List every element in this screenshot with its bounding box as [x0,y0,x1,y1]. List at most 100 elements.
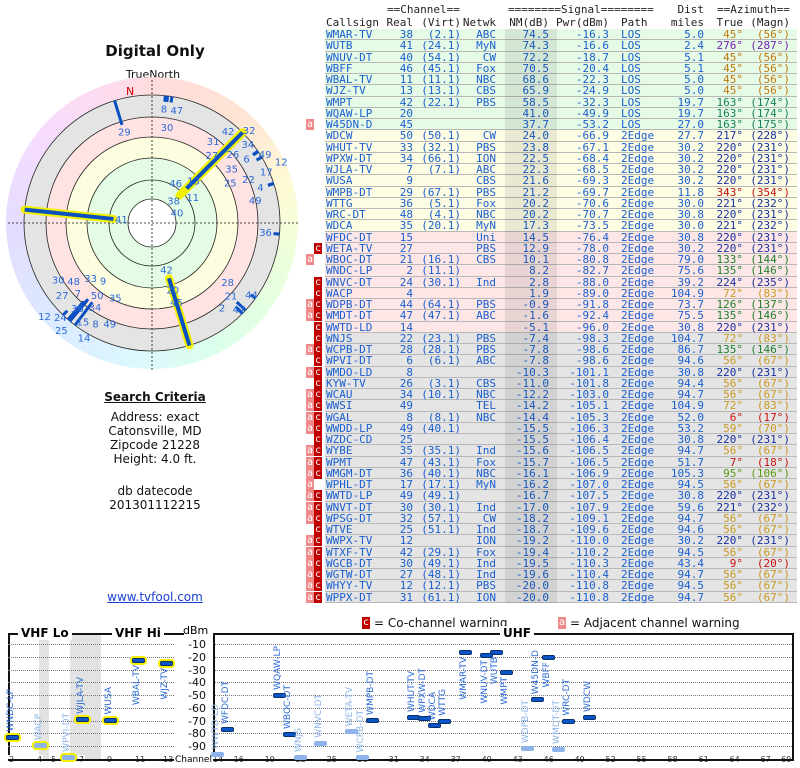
station-marker[interactable] [104,717,117,723]
station-marker[interactable] [62,754,75,760]
cell-mag: (83°) [756,399,790,413]
cell-virt: (28.1) [421,343,461,356]
station-row[interactable]: WETA-TV 27 PBS 12.9 -78.0 2Edge 30.2 220° (231°) [325,242,797,254]
station-row[interactable]: WBAL-TV 11 (11.1) NBC 68.6 -22.3 LOS 5.0 45° (56°… [325,74,797,86]
station-marker[interactable] [221,726,235,732]
station-row[interactable]: WJLA-TV 7 (7.1) ABC 22.3 -68.5 2Edge 30.2 220° (2… [325,164,797,176]
station-marker[interactable] [417,716,431,722]
station-row[interactable]: WWTD-LD 14 -5.1 -96.0 2Edge 30.8 220° (231°) [325,321,797,333]
station-marker[interactable] [283,732,297,738]
station-marker[interactable] [551,747,565,753]
station-marker[interactable] [6,734,19,740]
station-row[interactable]: WNDC-LP 2 (11.1) 8.2 -82.7 2Edge 75.6 135° (146°… [325,265,797,277]
station-row[interactable]: WGTW-DT 27 (48.1) Ind -19.6 -110.4 2Edge 94.7 56… [325,569,797,581]
station-marker[interactable] [582,714,596,720]
station-row[interactable]: WUTB 41 (24.1) MyN 74.3 -16.6 LOS 2.4 276° (287°) [325,40,797,52]
cell-dist: 39.2 [677,275,705,289]
station-row[interactable]: WNJS 22 (23.1) PBS -7.4 -98.3 2Edge 104.7 72° (83… [325,332,797,344]
cell-az: 72° [723,286,743,300]
station-marker[interactable] [479,653,493,659]
station-row[interactable]: W45DN-D 45 37.7 -53.2 LOS 27.0 163° (175°) [325,119,797,131]
station-marker[interactable] [489,650,503,656]
station-marker[interactable] [427,722,441,728]
station-row[interactable]: WPXW-DT 34 (66.1) ION 22.5 -68.4 2Edge 30.2 220°… [325,151,797,165]
station-row[interactable]: WPHL-DT 17 (17.1) MyN -16.2 -107.0 2Edge 94.5 56… [325,479,797,491]
station-row[interactable]: KYW-TV 26 (3.1) CBS -11.0 -101.8 2Edge 94.4 56° (… [325,376,797,390]
station-marker[interactable] [272,692,286,698]
station-row[interactable]: WNUV-DT 40 (54.1) CW 72.2 -18.7 LOS 5.1 45° (56°) [325,51,797,63]
station-row[interactable]: WWTD-LP 49 (49.1) -16.7 -107.5 2Edge 30.8 220° (… [325,490,797,502]
station-row[interactable]: WACP 4 1.9 -89.0 2Edge 104.9 72° (83°) [325,286,797,300]
station-row[interactable]: WDCW 50 (50.1) CW 24.0 -66.9 2Edge 27.7 217° (228… [325,130,797,142]
station-marker[interactable] [293,754,307,760]
station-marker[interactable] [531,697,545,703]
station-marker[interactable] [314,741,328,747]
cell-path: 2Edge [621,534,655,548]
station-row[interactable]: WPSG-DT 32 (57.1) CW -18.2 -109.1 2Edge 94.7 56°… [325,512,797,524]
station-row[interactable]: WMDT-DT 47 (47.1) ABC -1.6 -92.4 2Edge 75.5 135°… [325,310,797,322]
station-row[interactable]: WMGM-DT 36 (40.1) NBC -16.1 -106.9 2Edge 105.3 9… [325,467,797,479]
station-row[interactable]: WUSA 9 CBS 21.6 -69.3 2Edge 30.2 220° (231°) [325,175,797,187]
station-marker[interactable] [76,716,89,722]
station-marker[interactable] [365,718,379,724]
station-row[interactable]: WDPB-DT 44 (64.1) PBS -0.9 -91.8 2Edge 73.7 126°… [325,299,797,311]
station-marker[interactable] [520,746,534,752]
station-row[interactable]: WMPB-DT 29 (67.1) PBS 21.2 -69.7 2Edge 11.8 343°… [325,186,797,198]
station-row[interactable]: WCPB-DT 28 (28.1) PBS -7.8 -98.6 2Edge 86.7 135°… [325,343,797,356]
station-marker[interactable] [211,751,224,757]
station-row[interactable]: WNVT-DT 30 (30.1) Ind -17.0 -107.9 2Edge 59.6 22… [325,501,797,513]
station-row[interactable]: WMDO-LD 8 -10.3 -101.1 2Edge 30.8 220° (231°) [325,366,797,378]
station-row[interactable]: WHUT-TV 33 (32.1) PBS 23.8 -67.1 2Edge 30.2 220°… [325,141,797,153]
ray-channel-label: 11 [186,193,199,204]
station-row[interactable]: WWSI 49 TEL -14.2 -105.1 2Edge 104.9 72° (83°) [325,399,797,413]
column-header-net: Netwk [462,16,496,29]
station-marker[interactable] [458,650,472,656]
ray-channel-label: 35 [225,164,238,175]
station-row[interactable]: WMPT 42 (22.1) PBS 58.5 -32.3 LOS 19.7 163° (174°… [325,96,797,108]
station-row[interactable]: WHYY-TV 12 (12.1) PBS -20.0 -110.8 2Edge 94.5 56… [325,580,797,592]
station-row[interactable]: WWDD-LP 49 (40.1) -15.5 -106.3 2Edge 53.2 59° (7… [325,422,797,434]
station-marker[interactable] [160,660,173,666]
station-row[interactable]: WWPX-TV 12 ION -19.2 -110.0 2Edge 30.2 220° (231… [325,534,797,548]
station-row[interactable]: WMAR-TV 38 (2.1) ABC 74.5 -16.3 LOS 5.0 45° (56°) [325,29,797,41]
column-header-real: Real [386,16,414,29]
cell-call: WPXW-DT [326,151,373,165]
station-marker-label: WRC-DT [562,679,573,717]
station-row[interactable]: WRC-DT 48 (4.1) NBC 20.2 -70.7 2Edge 30.8 220° (2… [325,209,797,221]
station-row[interactable]: WPPX-DT 31 (61.1) ION -20.0 -110.8 2Edge 94.7 56… [325,591,797,603]
station-row[interactable]: WTXF-TV 42 (29.1) Fox -19.4 -110.2 2Edge 94.5 56… [325,546,797,558]
cell-nm: 20.2 [522,196,550,210]
cell-az: 72° [723,399,743,413]
station-row[interactable]: WTTG 36 (5.1) Fox 20.2 -70.6 2Edge 30.0 221° (232… [325,196,797,210]
station-marker[interactable] [355,754,369,760]
station-row[interactable]: WPVI-DT 6 (6.1) ABC -7.8 -98.6 2Edge 94.6 56° (67… [325,355,797,367]
station-row[interactable]: WFDC-DT 15 Uni 14.5 -76.4 2Edge 30.8 220° (231°) [325,231,797,243]
station-row[interactable]: WBFF 46 (45.1) Fox 70.5 -20.4 LOS 5.1 45° (56°) [325,62,797,74]
cell-mag: (67°) [756,376,790,390]
station-row[interactable]: WNVC-DT 24 (30.1) Ind 2.8 -88.0 2Edge 39.2 224° (… [325,275,797,289]
signal-ray [169,96,174,103]
station-marker[interactable] [132,657,145,663]
station-marker[interactable] [562,719,576,725]
tvfool-link[interactable]: www.tvfool.com [107,590,203,604]
cell-call: WYBE [326,444,353,458]
station-row[interactable]: WGAL 8 (8.1) NBC -14.4 -105.3 2Edge 52.0 6° (17°) [325,411,797,423]
station-row[interactable]: WGCB-DT 30 (49.1) Ind -19.5 -110.3 2Edge 43.4 9°… [325,557,797,569]
station-row[interactable]: WJZ-TV 13 (13.1) CBS 65.9 -24.9 LOS 5.0 45° (56°) [325,85,797,97]
station-row[interactable]: WBOC-DT 21 (16.1) CBS 10.1 -80.8 2Edge 79.0 133°… [325,254,797,266]
dbm-gridline [8,746,174,747]
station-marker[interactable] [345,728,359,734]
station-row[interactable]: WDCA 35 (20.1) MyN 17.3 -73.5 2Edge 30.0 221° (23… [325,220,797,232]
station-marker[interactable] [438,719,452,725]
ray-channel-label: 20 [166,286,179,297]
station-marker[interactable] [500,670,514,676]
station-row[interactable]: WPMT 47 (43.1) Fox -15.7 -106.5 2Edge 51.7 7° (18… [325,456,797,468]
station-row[interactable]: WZDC-CD 25 -15.5 -106.4 2Edge 30.8 220° (231°) [325,434,797,446]
station-row[interactable]: WTVE 25 (51.1) Ind -18.7 -109.6 2Edge 94.6 56° (6… [325,524,797,536]
station-row[interactable]: WYBE 35 (35.1) Ind -15.6 -106.5 2Edge 94.7 56° (6… [325,444,797,458]
station-row[interactable]: WCAU 34 (10.1) NBC -12.2 -103.0 2Edge 94.7 56° (6… [325,389,797,401]
co-channel-flag: c [314,591,322,603]
station-marker[interactable] [34,742,47,748]
station-marker[interactable] [541,655,555,661]
station-row[interactable]: WQAW-LP 20 41.0 -49.9 LOS 19.7 163° (174°) [325,107,797,119]
